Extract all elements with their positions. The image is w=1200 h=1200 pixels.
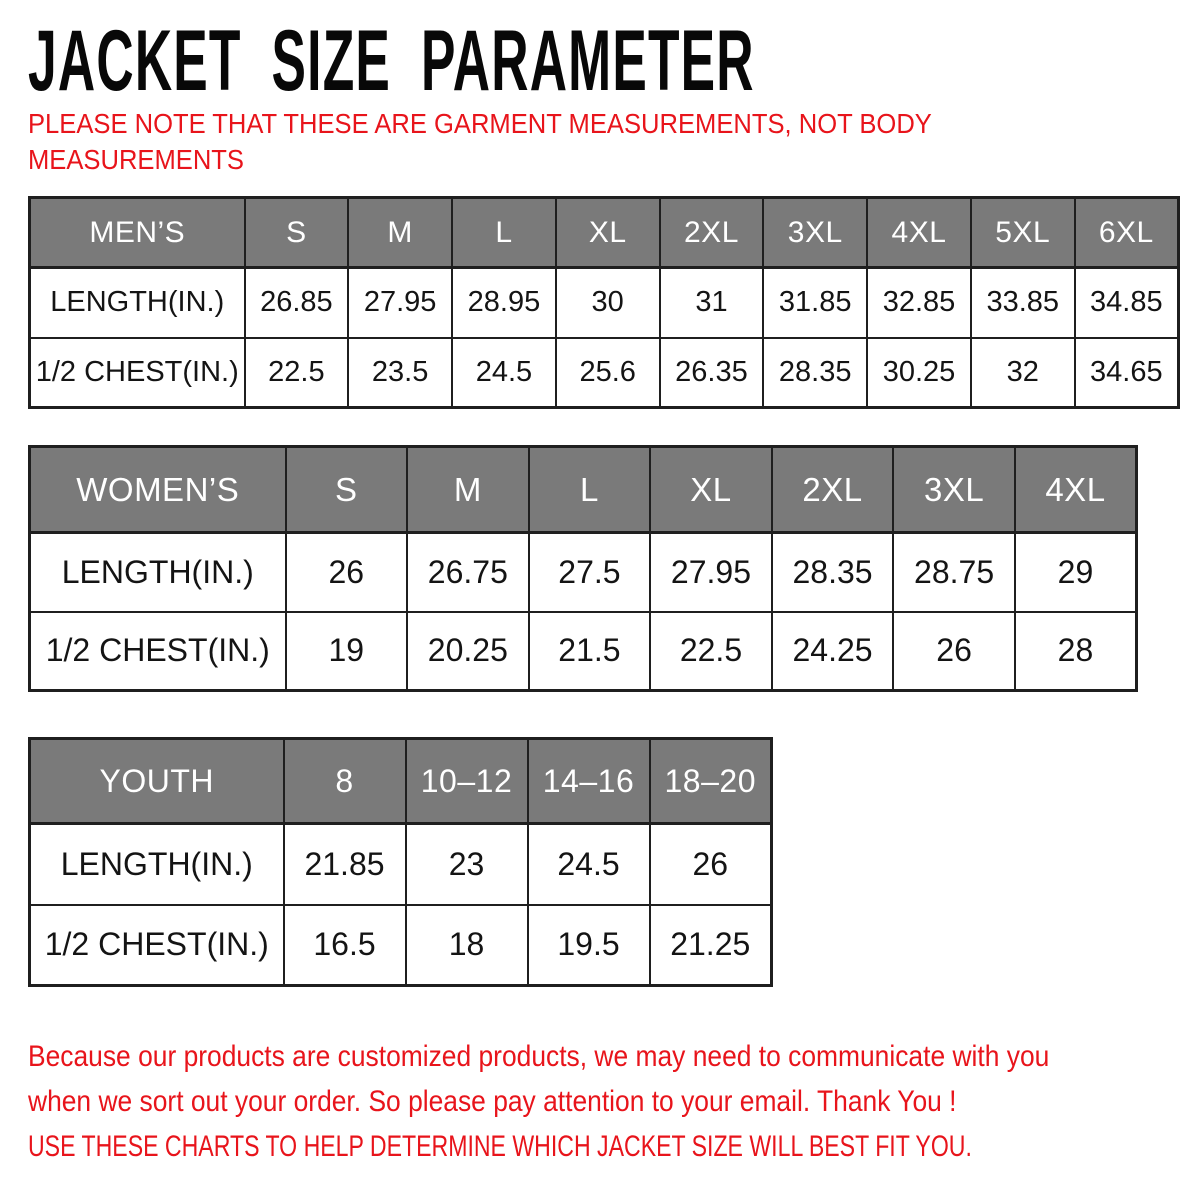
- measurement-row: 1/2 CHEST(IN.) 22.5 23.5 24.5 25.6 26.35 28.35…: [28, 336, 1180, 409]
- size-value-cell: 22.5: [243, 336, 350, 409]
- size-value-cell: 33.85: [969, 266, 1076, 339]
- mens-size-table: MEN’S S M L XL 2XL 3XL 4XL 5XL 6XL LENGTH(IN.) 26.8…: [28, 196, 1180, 409]
- size-header-cell: 3XL: [892, 445, 1016, 534]
- size-value-cell: 22.5: [649, 610, 773, 692]
- size-value-cell: 27.95: [649, 531, 773, 613]
- group-header-cell: YOUTH: [28, 737, 285, 825]
- size-value-cell: 23.5: [347, 336, 454, 409]
- measurement-row: LENGTH(IN.) 21.85 23 24.5 26: [28, 822, 773, 906]
- size-header-cell: 4XL: [866, 196, 972, 269]
- size-header-cell: 3XL: [762, 196, 869, 269]
- measurement-row: 1/2 CHEST(IN.) 19 20.25 21.5 22.5 24.25 26 28: [28, 610, 1138, 692]
- size-value-cell: 34.65: [1073, 336, 1180, 409]
- size-value-cell: 26: [892, 610, 1016, 692]
- size-value-cell: 26: [648, 822, 773, 906]
- size-value-cell: 21.85: [282, 822, 407, 906]
- header-row: YOUTH 8 10–12 14–16 18–20: [28, 737, 773, 825]
- size-value-cell: 28.35: [770, 531, 895, 613]
- size-value-cell: 30: [554, 266, 661, 339]
- page-title: JACKET SIZE PARAMETER: [28, 13, 755, 109]
- size-header-cell: L: [527, 445, 652, 534]
- measurement-row: LENGTH(IN.) 26.85 27.95 28.95 30 31 31.85 32.85…: [28, 266, 1180, 339]
- custom-order-note: Because our products are customized prod…: [28, 1040, 1050, 1118]
- size-value-cell: 24.25: [770, 610, 895, 692]
- measurement-row: 1/2 CHEST(IN.) 16.5 18 19.5 21.25: [28, 903, 773, 987]
- row-label-cell: 1/2 CHEST(IN.): [28, 336, 246, 409]
- size-value-cell: 26: [284, 531, 409, 613]
- header-row: WOMEN’S S M L XL 2XL 3XL 4XL: [28, 445, 1138, 534]
- size-value-cell: 25.6: [554, 336, 661, 409]
- size-header-cell: S: [284, 445, 409, 534]
- row-label-cell: 1/2 CHEST(IN.): [28, 610, 287, 692]
- size-value-cell: 30.25: [866, 336, 972, 409]
- size-value-cell: 16.5: [282, 903, 407, 987]
- garment-measurement-note: PLEASE NOTE THAT THESE ARE GARMENT MEASU…: [28, 108, 932, 175]
- size-header-cell: 10–12: [404, 737, 529, 825]
- size-value-cell: 28.75: [892, 531, 1016, 613]
- size-header-cell: 14–16: [526, 737, 651, 825]
- size-value-cell: 26.35: [658, 336, 765, 409]
- size-header-cell: XL: [649, 445, 773, 534]
- row-label-cell: LENGTH(IN.): [28, 266, 246, 339]
- size-value-cell: 20.25: [406, 610, 530, 692]
- size-value-cell: 26.75: [406, 531, 530, 613]
- size-header-cell: M: [406, 445, 530, 534]
- size-value-cell: 24.5: [451, 336, 557, 409]
- size-header-cell: 5XL: [969, 196, 1076, 269]
- youth-size-table: YOUTH 8 10–12 14–16 18–20 LENGTH(IN.) 21.85 23 2…: [28, 737, 773, 987]
- header-row: MEN’S S M L XL 2XL 3XL 4XL 5XL 6XL: [28, 196, 1180, 269]
- size-header-cell: 8: [282, 737, 407, 825]
- size-value-cell: 19.5: [526, 903, 651, 987]
- size-value-cell: 24.5: [526, 822, 651, 906]
- size-value-cell: 28: [1013, 610, 1138, 692]
- size-value-cell: 29: [1013, 531, 1138, 613]
- row-label-cell: LENGTH(IN.): [28, 822, 285, 906]
- size-header-cell: 2XL: [658, 196, 765, 269]
- row-label-cell: 1/2 CHEST(IN.): [28, 903, 285, 987]
- womens-size-table: WOMEN’S S M L XL 2XL 3XL 4XL LENGTH(IN.) 26 26.75 2…: [28, 445, 1138, 692]
- size-value-cell: 27.95: [347, 266, 454, 339]
- size-header-cell: 2XL: [770, 445, 895, 534]
- size-value-cell: 27.5: [527, 531, 652, 613]
- size-value-cell: 26.85: [243, 266, 350, 339]
- group-header-cell: MEN’S: [28, 196, 246, 269]
- measurement-row: LENGTH(IN.) 26 26.75 27.5 27.95 28.35 28.75 29: [28, 531, 1138, 613]
- size-value-cell: 28.35: [762, 336, 869, 409]
- size-value-cell: 21.25: [648, 903, 773, 987]
- fit-advice-note: USE THESE CHARTS TO HELP DETERMINE WHICH…: [28, 1130, 972, 1163]
- size-header-cell: S: [243, 196, 350, 269]
- size-header-cell: 6XL: [1073, 196, 1180, 269]
- size-value-cell: 18: [404, 903, 529, 987]
- size-value-cell: 31.85: [762, 266, 869, 339]
- size-header-cell: M: [347, 196, 454, 269]
- size-header-cell: 4XL: [1013, 445, 1138, 534]
- size-value-cell: 31: [658, 266, 765, 339]
- size-value-cell: 34.85: [1073, 266, 1180, 339]
- size-header-cell: L: [451, 196, 557, 269]
- size-value-cell: 32.85: [866, 266, 972, 339]
- size-header-cell: 18–20: [648, 737, 773, 825]
- group-header-cell: WOMEN’S: [28, 445, 287, 534]
- size-header-cell: XL: [554, 196, 661, 269]
- size-value-cell: 19: [284, 610, 409, 692]
- size-value-cell: 21.5: [527, 610, 652, 692]
- row-label-cell: LENGTH(IN.): [28, 531, 287, 613]
- size-value-cell: 23: [404, 822, 529, 906]
- size-value-cell: 28.95: [451, 266, 557, 339]
- size-value-cell: 32: [969, 336, 1076, 409]
